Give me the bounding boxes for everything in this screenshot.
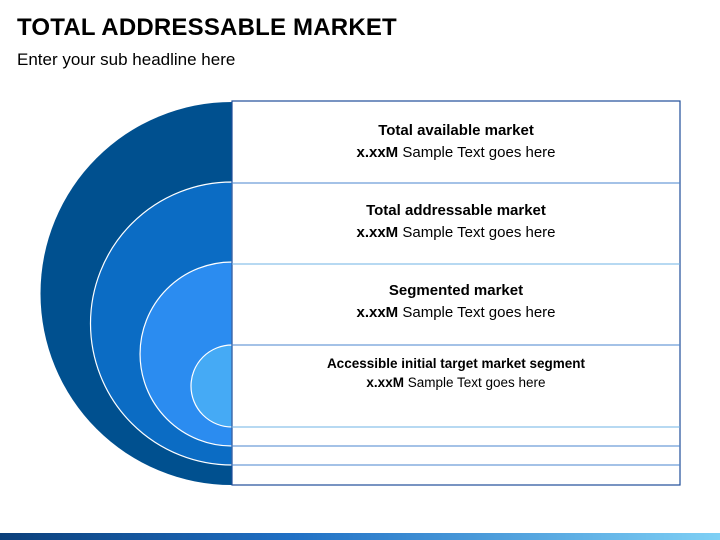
- segment-row-accessible: Accessible initial target market segment…: [232, 354, 680, 392]
- segment-value: x.xxM: [356, 304, 399, 321]
- segment-description: x.xxM Sample Text goes here: [232, 373, 680, 392]
- segment-row-segmented: Segmented market x.xxM Sample Text goes …: [232, 280, 680, 324]
- segment-label: Accessible initial target market segment: [326, 356, 586, 371]
- segment-label: Total addressable market: [366, 202, 546, 219]
- segment-description: x.xxM Sample Text goes here: [232, 142, 680, 164]
- page-title: TOTAL ADDRESSABLE MARKET: [17, 14, 397, 41]
- page-subtitle: Enter your sub headline here: [17, 50, 236, 69]
- footer-bar: [0, 533, 720, 540]
- segment-text: Sample Text goes here: [402, 144, 556, 161]
- segment-description: x.xxM Sample Text goes here: [232, 302, 680, 324]
- segment-label: Total available market: [378, 122, 534, 139]
- segment-text: Sample Text goes here: [402, 304, 556, 321]
- segment-text: Sample Text goes here: [402, 224, 556, 241]
- segment-value: x.xxM: [366, 375, 404, 390]
- arc-accessible: [190, 344, 233, 428]
- segment-box: [231, 100, 681, 486]
- segment-label: Segmented market: [388, 282, 524, 299]
- segment-description: x.xxM Sample Text goes here: [232, 222, 680, 244]
- segment-value: x.xxM: [356, 144, 399, 161]
- segment-row-total-addressable: Total addressable market x.xxM Sample Te…: [232, 200, 680, 244]
- segment-row-total-available: Total available market x.xxM Sample Text…: [232, 120, 680, 164]
- segment-text: Sample Text goes here: [407, 375, 546, 390]
- segment-value: x.xxM: [356, 224, 399, 241]
